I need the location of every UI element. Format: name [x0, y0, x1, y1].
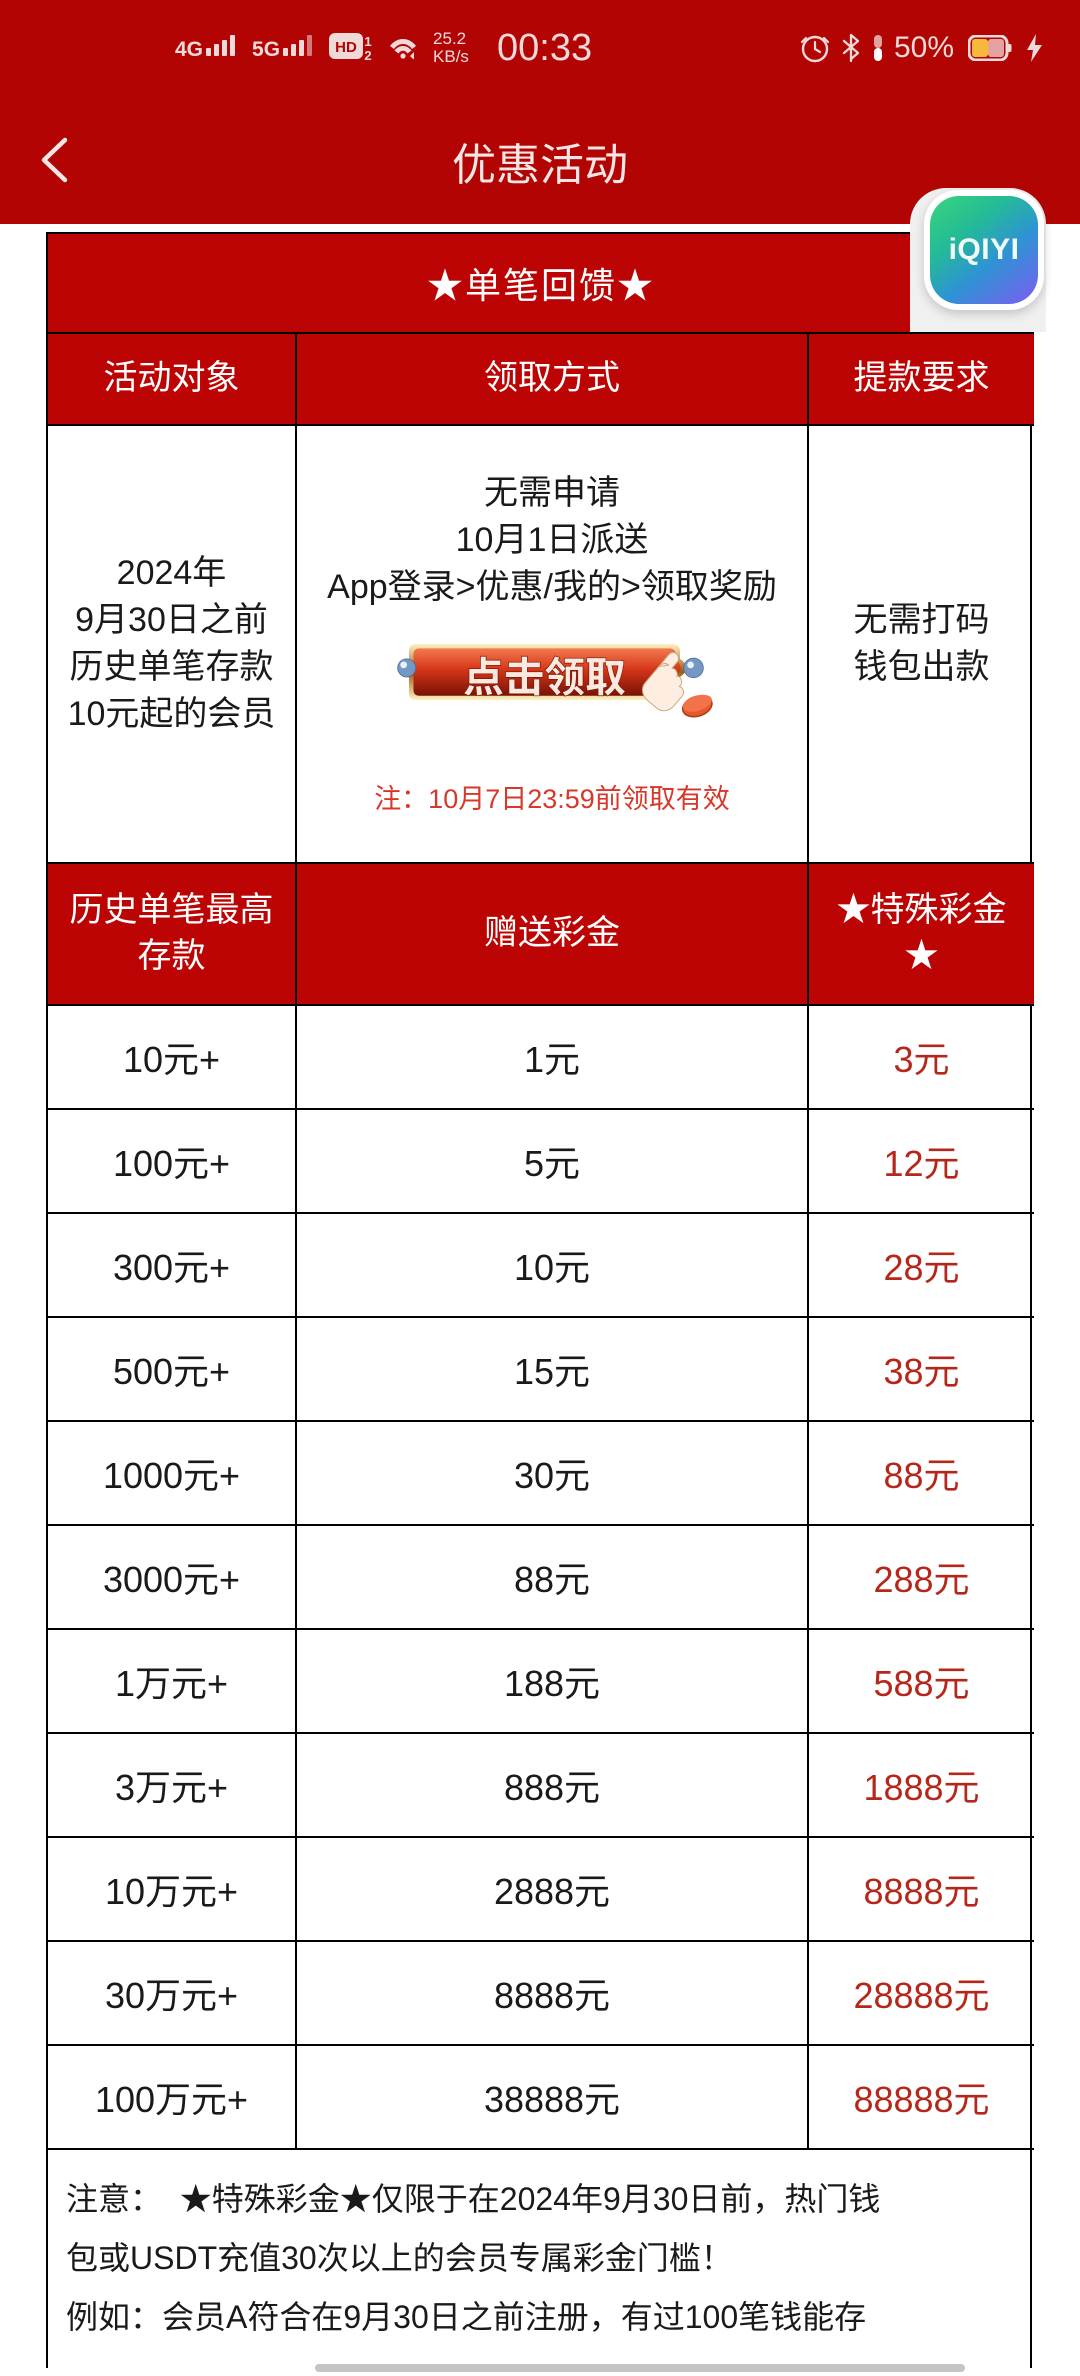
svg-text:HD: HD [335, 39, 357, 56]
svg-text:1: 1 [364, 34, 371, 49]
svg-text:点击领取: 点击领取 [463, 644, 626, 703]
svg-text:2: 2 [364, 48, 371, 63]
